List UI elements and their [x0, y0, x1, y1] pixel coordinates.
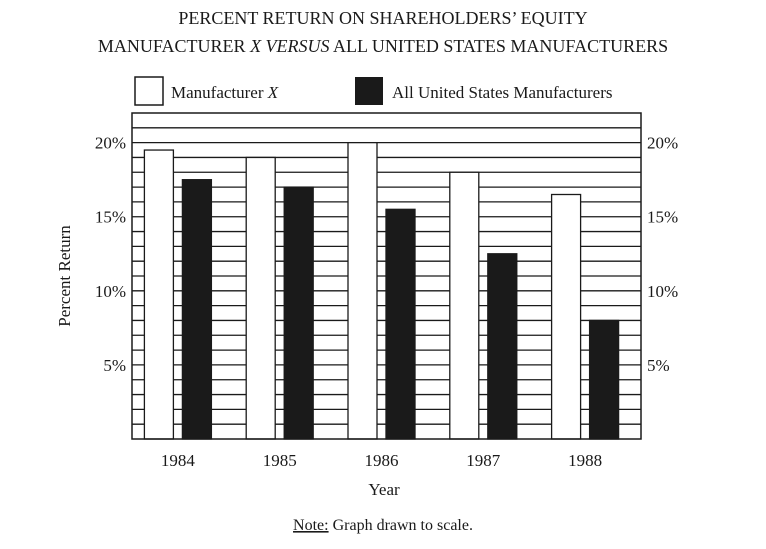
y-tick-label-right: 15% — [647, 208, 678, 227]
legend: Manufacturer X All United States Manufac… — [134, 76, 612, 106]
bar-manufacturer-x-1987 — [449, 171, 480, 440]
bar-all-us-1986 — [385, 208, 416, 440]
bar-manufacturer-x-1985 — [245, 156, 276, 440]
chart-title-line2: MANUFACTURER X VERSUS ALL UNITED STATES … — [98, 36, 668, 56]
y-axis-label: Percent Return — [55, 225, 74, 327]
bar-all-us-1988 — [588, 319, 620, 440]
y-tick-label-right: 5% — [647, 356, 670, 375]
bar-all-us-1984 — [181, 179, 213, 440]
bar-manufacturer-x-1984 — [143, 149, 175, 440]
bar-manufacturer-x-1988 — [550, 193, 582, 440]
y-tick-label-left: 10% — [95, 282, 126, 301]
legend-label-manufacturer-x: Manufacturer X — [171, 83, 279, 102]
plot-frame — [131, 112, 642, 440]
y-tick-label-left: 15% — [95, 208, 126, 227]
y-tick-label-right: 20% — [647, 134, 678, 153]
x-tick-label: 1988 — [568, 451, 602, 470]
bars — [143, 141, 620, 440]
legend-label-all-us: All United States Manufacturers — [392, 83, 612, 102]
x-tick-label: 1985 — [263, 451, 297, 470]
legend-swatch-manufacturer-x — [134, 76, 164, 106]
chart-title-line1: PERCENT RETURN ON SHAREHOLDERS’ EQUITY — [178, 8, 587, 28]
x-tick-label: 1984 — [161, 451, 196, 470]
bar-manufacturer-x-1986 — [347, 141, 378, 440]
bar-all-us-1985 — [283, 186, 314, 440]
y-tick-label-right: 10% — [647, 282, 678, 301]
y-tick-label-left: 5% — [103, 356, 126, 375]
x-tick-labels: 1984 1985 1986 1987 1988 — [161, 451, 602, 470]
legend-swatch-all-us — [355, 77, 383, 105]
y-tick-label-left: 20% — [95, 134, 126, 153]
note: Note: Graph drawn to scale. — [293, 517, 473, 534]
y-tick-labels: 5% 5% 10% 10% 15% 15% 20% 20% — [95, 134, 678, 375]
bar-all-us-1987 — [487, 253, 518, 440]
x-tick-label: 1986 — [365, 451, 399, 470]
x-tick-label: 1987 — [466, 451, 501, 470]
x-axis-label: Year — [368, 480, 400, 499]
